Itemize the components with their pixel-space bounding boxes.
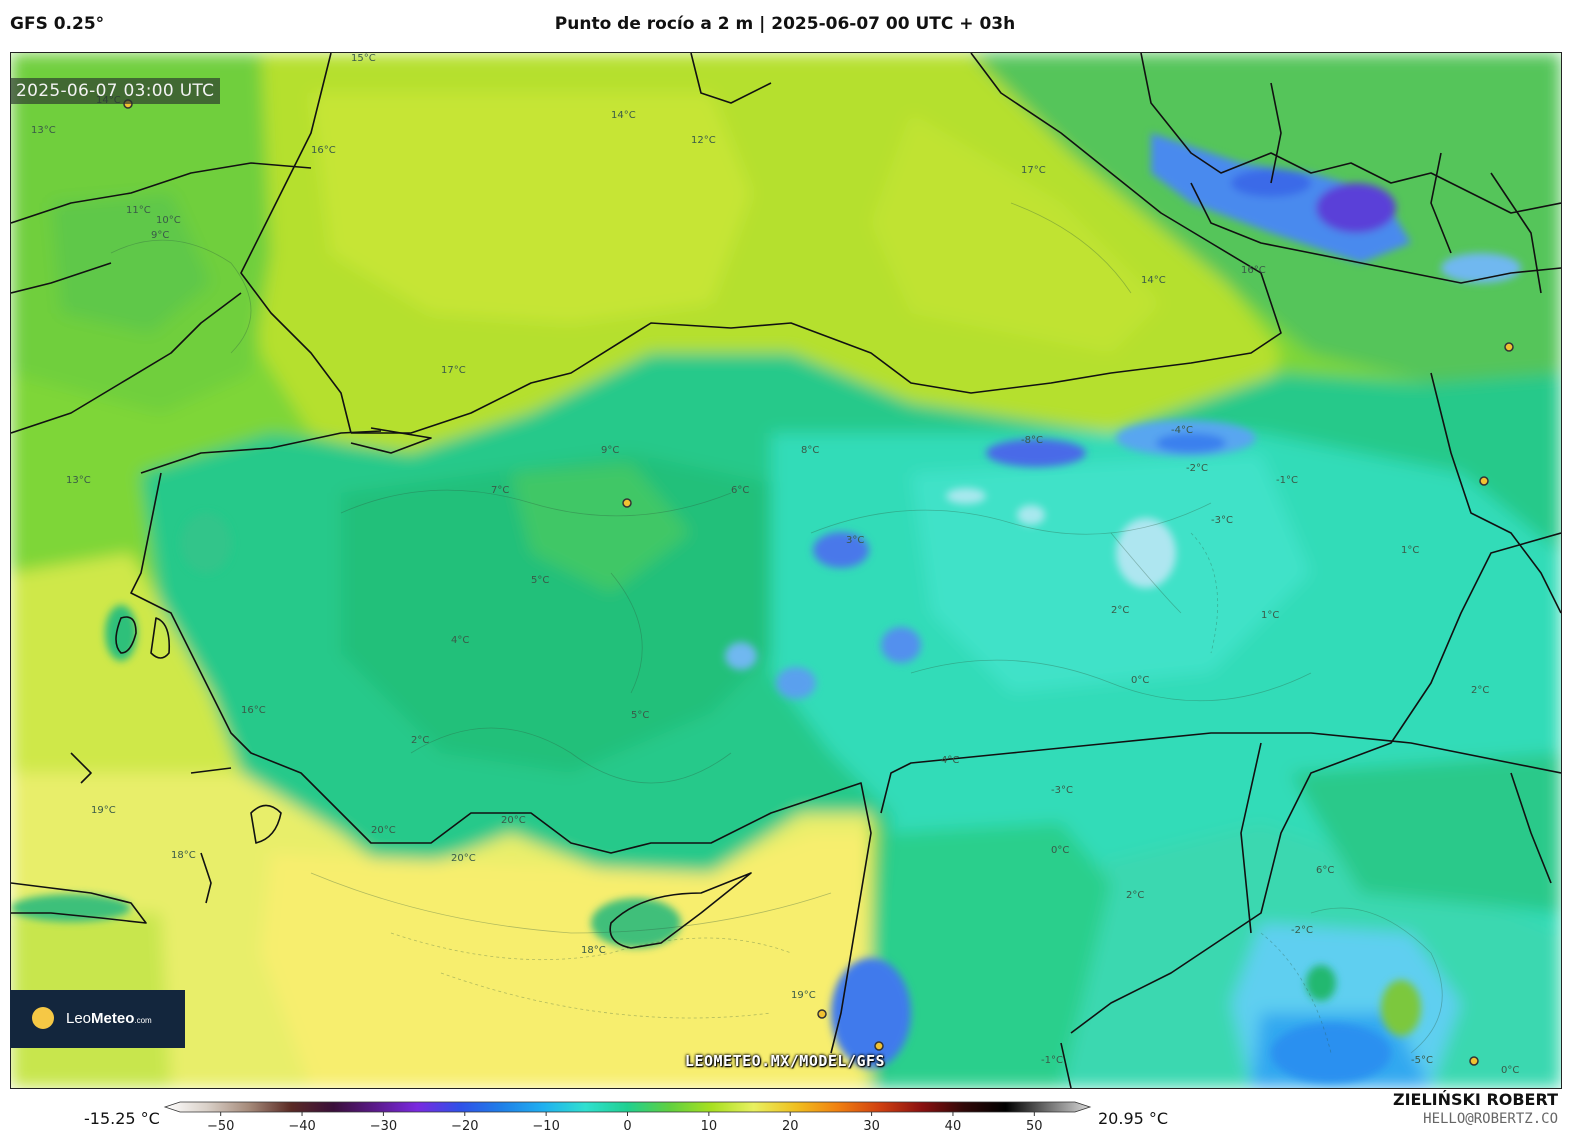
contour-label: 6°C (1316, 865, 1334, 876)
contour-label: 9°C (601, 445, 619, 456)
contour-label: 18°C (581, 945, 606, 956)
model-url[interactable]: LEOMETEO.MX/MODEL/GFS (684, 1052, 886, 1070)
contour-label: 9°C (151, 230, 169, 241)
contour-label: 13°C (31, 125, 56, 136)
colorbar-tick-label: 30 (863, 1119, 880, 1134)
contour-label: 1°C (1401, 545, 1419, 556)
colorbar-tick-label: −10 (532, 1119, 559, 1134)
contour-label: 7°C (491, 485, 509, 496)
colorbar-tick-label: 10 (701, 1119, 718, 1134)
logo-brand-main: Leo (66, 1010, 92, 1027)
contour-label: -5°C (1411, 1055, 1433, 1066)
colorbar-tick-label: 0 (623, 1119, 631, 1134)
contour-label: 2°C (1471, 685, 1489, 696)
model-label: GFS 0.25° (10, 14, 105, 34)
city-markers (123, 99, 1514, 1066)
contour-label: 15°C (351, 53, 376, 64)
contour-label: -3°C (1211, 515, 1233, 526)
contour-label: 16°C (1241, 265, 1266, 276)
contour-label: -2°C (1291, 925, 1313, 936)
contour-label: 19°C (791, 990, 816, 1001)
contour-labels: 15°C 14°C 13°C 16°C 17°C 14°C 12°C 11°C 10°C 9°C 1… (31, 53, 1519, 1076)
logo-text: LeoMeteo.com (66, 1010, 152, 1027)
map-title: Punto de rocío a 2 m | 2025-06-07 00 UTC… (554, 14, 1016, 34)
colorbar-tick-label: −50 (207, 1119, 234, 1134)
contour-label: 2°C (1126, 890, 1144, 901)
logo-brand-suffix: .com (134, 1016, 152, 1025)
valid-time-badge: 2025-06-07 03:00 UTC (10, 78, 221, 104)
colorbar-tick-label: −30 (370, 1119, 397, 1134)
colorbar-gradient (163, 1101, 1092, 1113)
contour-label: 2°C (1111, 605, 1129, 616)
colorbar: −50 −40 −30 −20 −10 0 10 20 30 40 50 (163, 1101, 1092, 1134)
contour-label: 19°C (91, 805, 116, 816)
contour-label: 4°C (451, 635, 469, 646)
contour-label: 0°C (1051, 845, 1069, 856)
colorbar-tick-label: −40 (288, 1119, 315, 1134)
contour-label: 2°C (411, 735, 429, 746)
colorbar-min-label: -15.25 °C (84, 1109, 160, 1128)
contour-label: -2°C (1186, 463, 1208, 474)
sun-icon (32, 1007, 54, 1029)
contour-label: 0°C (1131, 675, 1149, 686)
contour-label: 17°C (1021, 165, 1046, 176)
contour-label: -1°C (1276, 475, 1298, 486)
colorbar-tick-label: 40 (945, 1119, 962, 1134)
contour-label: 13°C (66, 475, 91, 486)
contour-label: 3°C (846, 535, 864, 546)
colorbar-max-label: 20.95 °C (1098, 1109, 1169, 1128)
logo-brand-bold: Meteo (91, 1010, 135, 1027)
contour-label: 10°C (156, 215, 181, 226)
contour-label: 17°C (441, 365, 466, 376)
colorbar-tick-label: 50 (1026, 1119, 1043, 1134)
author-email[interactable]: HELLO@ROBERTZ.CO (1423, 1111, 1558, 1127)
contour-label: 14°C (1141, 275, 1166, 286)
contour-label: 8°C (801, 445, 819, 456)
contour-label: -1°C (1041, 1055, 1063, 1066)
contour-label: 18°C (171, 850, 196, 861)
colorbar-tick-label: −20 (451, 1119, 478, 1134)
contour-label: -3°C (1051, 785, 1073, 796)
contour-label: 0°C (1501, 1065, 1519, 1076)
contour-label: 12°C (691, 135, 716, 146)
contour-label: -8°C (1021, 435, 1043, 446)
contour-label: 5°C (531, 575, 549, 586)
contour-label: -4°C (1171, 425, 1193, 436)
contour-label: 4°C (941, 755, 959, 766)
contour-label: 1°C (1261, 610, 1279, 621)
contour-label: 14°C (611, 110, 636, 121)
author-credit: ZIELIŃSKI ROBERT (1392, 1090, 1558, 1109)
contour-label: 16°C (311, 145, 336, 156)
contour-label: 11°C (126, 205, 151, 216)
contour-label: 16°C (241, 705, 266, 716)
dewpoint-map: 15°C 14°C 13°C 16°C 17°C 14°C 12°C 11°C 10°C 9°C 1… (10, 52, 1562, 1089)
contour-label: 6°C (731, 485, 749, 496)
colorbar-tick-label: 20 (782, 1119, 799, 1134)
contour-label: 20°C (501, 815, 526, 826)
contour-label: 20°C (371, 825, 396, 836)
contour-label: 20°C (451, 853, 476, 864)
contour-label: 5°C (631, 710, 649, 721)
leometeo-logo[interactable]: LeoMeteo.com (10, 990, 185, 1048)
